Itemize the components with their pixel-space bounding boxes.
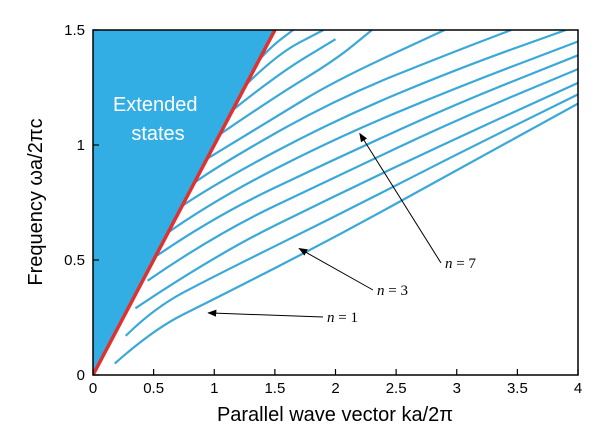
x-tick-label: 1 bbox=[210, 380, 218, 397]
band-curve-13 bbox=[249, 30, 294, 70]
band-curve-1 bbox=[114, 102, 578, 365]
y-axis-ticks: 0 0.5 1 1.5 bbox=[64, 22, 99, 384]
annotation-label: n = 7 bbox=[445, 256, 476, 272]
extended-states-label-line1: Extended bbox=[113, 94, 198, 116]
band-curve-11 bbox=[225, 38, 337, 116]
band-curve-8 bbox=[191, 30, 512, 185]
x-tick-label: 2.5 bbox=[386, 380, 407, 397]
annotations: n = 7 n = 3 n = 1 bbox=[207, 132, 476, 326]
band-curve-3 bbox=[134, 81, 578, 310]
x-axis-title: Parallel wave vector ka/2π bbox=[217, 404, 453, 426]
x-axis-ticks: 0 0.5 1 1.5 2 2.5 3 3.5 4 bbox=[89, 369, 582, 397]
band-curve-4 bbox=[146, 68, 578, 282]
x-tick-label: 0.5 bbox=[143, 380, 164, 397]
extended-states-label-line2: states bbox=[131, 123, 184, 145]
y-tick-label: 0.5 bbox=[64, 252, 85, 269]
annotation-arrow bbox=[359, 132, 442, 264]
band-curve-5 bbox=[156, 54, 578, 257]
y-tick-label: 1.5 bbox=[64, 22, 85, 39]
band-curve-10 bbox=[213, 30, 373, 140]
extended-states-label: Extended states bbox=[113, 94, 203, 145]
annotation-label: n = 1 bbox=[327, 310, 358, 326]
x-tick-label: 3 bbox=[453, 380, 461, 397]
x-tick-label: 2 bbox=[331, 380, 339, 397]
x-tick-label: 3.5 bbox=[507, 380, 528, 397]
x-tick-label: 4 bbox=[574, 380, 582, 397]
light-line bbox=[93, 30, 277, 375]
band-curve-2 bbox=[124, 93, 578, 337]
y-axis-title: Frequency ωa/2πc bbox=[25, 118, 47, 285]
band-curve-7 bbox=[179, 30, 567, 209]
annotation-arrow bbox=[298, 248, 374, 291]
plot-area bbox=[93, 30, 578, 375]
x-tick-label: 0 bbox=[89, 380, 97, 397]
annotation-arrow bbox=[207, 309, 324, 318]
band-curve-9 bbox=[202, 30, 446, 163]
y-tick-label: 0 bbox=[77, 367, 85, 384]
y-tick-label: 1 bbox=[77, 137, 85, 154]
band-curve-6 bbox=[167, 40, 578, 234]
x-tick-label: 1.5 bbox=[264, 380, 285, 397]
annotation-label: n = 3 bbox=[377, 283, 408, 299]
